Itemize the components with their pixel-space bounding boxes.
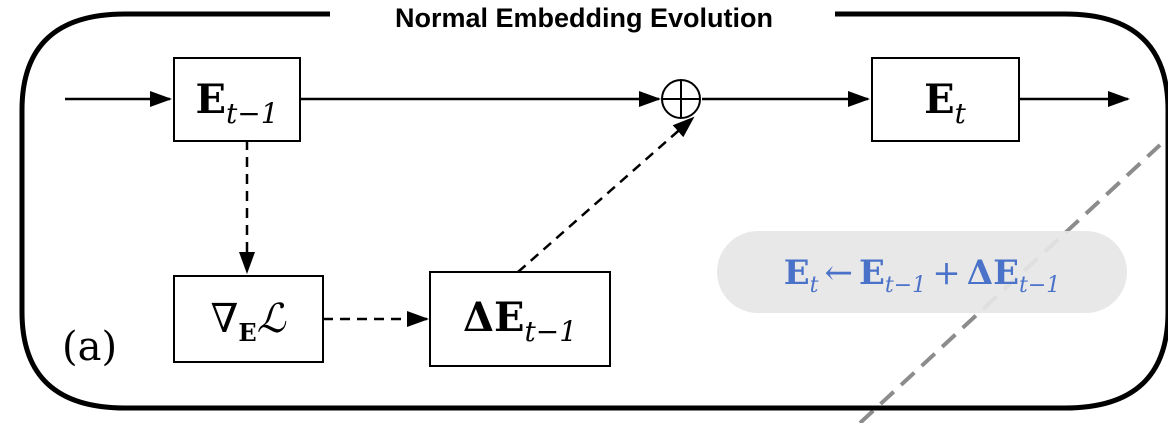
panel-label: (a) bbox=[62, 324, 117, 370]
node-e-prev: Et−1 bbox=[173, 57, 301, 142]
node-e-curr-main: E bbox=[924, 76, 955, 123]
formula-lhs-sub: t bbox=[810, 273, 819, 298]
formula-term1: E bbox=[859, 253, 885, 293]
node-grad-loss: ℒ bbox=[257, 296, 287, 342]
node-e-prev-main: E bbox=[195, 76, 226, 123]
svg-text:Et−1: Et−1 bbox=[195, 76, 278, 130]
delta-to-sum-dashed-arrow bbox=[517, 116, 695, 273]
node-gradient: ∇Eℒ bbox=[173, 275, 324, 363]
node-delta-main: ΔE bbox=[463, 294, 525, 341]
formula-term1-sub: t−1 bbox=[885, 273, 926, 298]
node-grad-sub: E bbox=[238, 318, 256, 347]
node-e-curr: Et bbox=[871, 57, 1020, 142]
node-delta-sub: t−1 bbox=[525, 315, 578, 348]
sum-node bbox=[661, 79, 701, 119]
formula-term2: ΔE bbox=[967, 253, 1019, 293]
update-formula: Et ← Et−1 + ΔEt−1 bbox=[717, 231, 1127, 313]
node-grad-nabla: ∇ bbox=[210, 296, 238, 342]
svg-text:ΔEt−1: ΔEt−1 bbox=[463, 294, 577, 348]
formula-lhs: E bbox=[784, 253, 810, 293]
outer-frame bbox=[19, 11, 1168, 411]
formula-background bbox=[717, 231, 1127, 313]
node-delta: ΔEt−1 bbox=[429, 271, 611, 367]
svg-text:∇Eℒ: ∇Eℒ bbox=[210, 296, 286, 347]
svg-text:Et: Et bbox=[924, 76, 967, 130]
formula-arrow: ← bbox=[824, 253, 853, 293]
formula-term2-sub: t−1 bbox=[1019, 273, 1060, 298]
formula-plus: + bbox=[932, 253, 961, 293]
svg-text:Et←Et−1+ΔEt−1: Et ← Et−1 + ΔEt−1 bbox=[784, 253, 1061, 298]
diagram-title: Normal Embedding Evolution bbox=[395, 3, 773, 33]
node-e-prev-sub: t−1 bbox=[226, 97, 279, 130]
node-e-curr-sub: t bbox=[955, 97, 967, 130]
